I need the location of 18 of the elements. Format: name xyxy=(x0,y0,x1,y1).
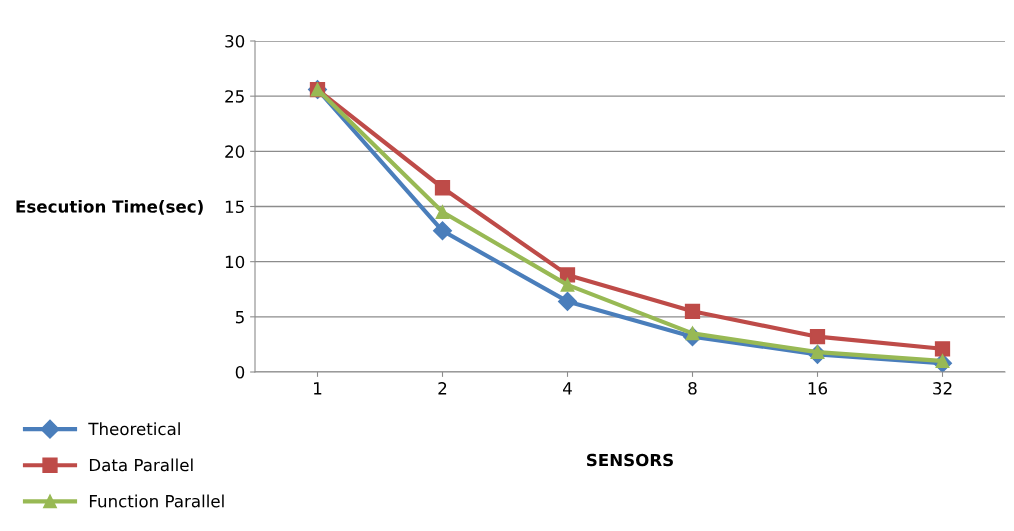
y-tick-label: 20 xyxy=(225,145,245,158)
legend-label: Theoretical xyxy=(88,422,180,436)
legend-label: Data Parallel xyxy=(89,458,193,472)
y-tick-label: 30 xyxy=(225,34,245,48)
y-tick-label: 5 xyxy=(235,311,244,324)
x-axis-title: SENSORS xyxy=(587,453,673,467)
y-tick-label: 10 xyxy=(225,255,245,269)
y-tick-label: 0 xyxy=(235,365,245,379)
x-tick-label: 32 xyxy=(933,382,952,395)
legend-label: Function Parallel xyxy=(89,494,224,508)
y-tick-label: 25 xyxy=(225,90,244,103)
x-tick-label: 8 xyxy=(688,382,697,395)
y-tick-label: 15 xyxy=(225,200,244,214)
x-tick-label: 16 xyxy=(808,382,828,395)
x-tick-label: 4 xyxy=(563,382,572,395)
x-tick-label: 2 xyxy=(438,382,447,395)
x-tick-label: 1 xyxy=(314,382,322,395)
y-axis-title: Esecution Time(sec) xyxy=(16,199,203,215)
